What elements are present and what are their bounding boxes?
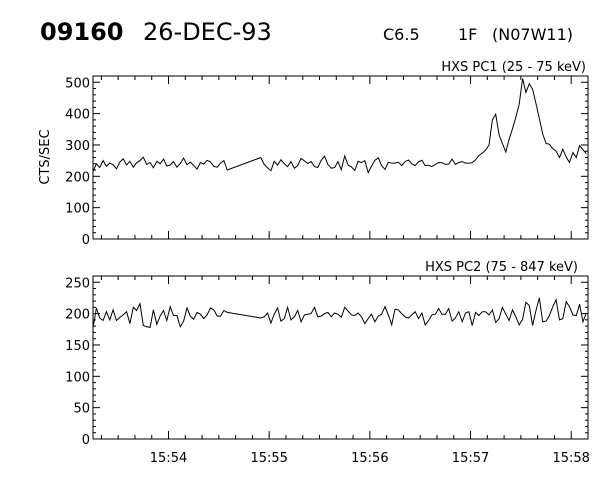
panel-pc1: HXS PC1 (25 - 75 keV) 0 100 200 300 400 500 (65, 60, 589, 248)
y-tick-label: 100 (65, 370, 90, 385)
goes-class: C6.5 (383, 25, 420, 44)
x-tick-label: 15:56 (351, 451, 388, 466)
panel-pc1-frame (92, 75, 589, 240)
x-tick-label: 15:54 (150, 451, 187, 466)
y-tick-label: 100 (65, 202, 90, 217)
flare-location: (N07W11) (492, 25, 573, 44)
panel-pc2-plot-area: 0 50 100 150 200 250 15:54 15:55 15:56 15:57 15:58 (65, 275, 590, 466)
x-tick-label: 15:58 (552, 451, 589, 466)
y-tick-label: 500 (65, 76, 90, 91)
y-tick-label: 250 (65, 276, 90, 291)
y-tick-label: 50 (73, 402, 90, 417)
panel-pc2: HXS PC2 (75 - 847 keV) 0 50 100 150 200 250 15… (65, 260, 590, 466)
panel-pc1-title: HXS PC1 (25 - 75 keV) (441, 60, 586, 75)
y-tick-label: 0 (82, 233, 90, 248)
y-tick-label: 200 (65, 308, 90, 323)
panel-pc2-title: HXS PC2 (75 - 847 keV) (425, 260, 578, 275)
panel-pc2-frame (92, 275, 589, 440)
x-tick-label: 15:57 (452, 451, 489, 466)
x-tick-label: 15:55 (250, 451, 287, 466)
panel-pc1-plot-area: 0 100 200 300 400 500 (65, 75, 589, 248)
event-date: 26-DEC-93 (143, 18, 272, 46)
series-line (92, 78, 587, 174)
series-line (92, 297, 587, 329)
y-tick-label: 300 (65, 139, 90, 154)
optical-class: 1F (458, 25, 477, 44)
y-tick-label: 150 (65, 339, 90, 354)
y-tick-label: 0 (82, 433, 90, 448)
event-id: 09160 (40, 18, 124, 46)
y-tick-label: 400 (65, 108, 90, 123)
y-axis-label: CTS/SEC (38, 129, 53, 184)
y-tick-label: 200 (65, 170, 90, 185)
